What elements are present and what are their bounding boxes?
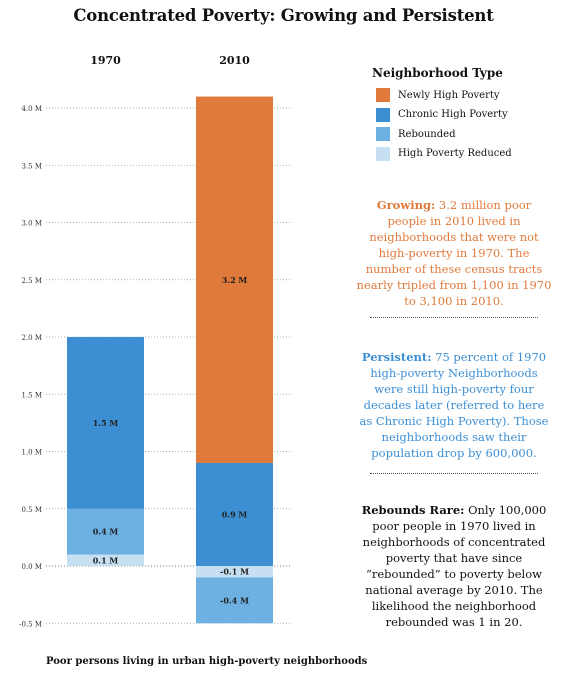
bar-segment: [67, 508, 144, 555]
bar-segment: [196, 96, 273, 463]
legend-item: Newly High Poverty: [376, 87, 500, 103]
y-tick-label: 1.5 M: [21, 391, 42, 399]
legend-label: Rebounded: [398, 128, 456, 140]
bar-segment: [196, 577, 273, 624]
category-label: 2010: [219, 54, 250, 67]
note-rare-body: Only 100,000 poor people in 1970 lived i…: [362, 503, 547, 629]
bar-value-label: 3.2 M: [222, 275, 248, 285]
category-label: 1970: [90, 54, 121, 67]
y-tick-label: 3.0 M: [21, 220, 42, 228]
note-rare-heading: Rebounds Rare:: [361, 503, 465, 517]
bar-segment: [67, 554, 144, 566]
y-tick-label: 1.0 M: [21, 449, 42, 457]
chart-title: Concentrated Poverty: Growing and Persis…: [73, 6, 494, 25]
bar-value-labels: 0.1 M 0.4 M 1.5 M -0.1 M -0.4 M 0.9 M 3.2 M: [93, 275, 249, 606]
bar-value-label: 0.1 M: [93, 555, 119, 565]
y-tick-label: 4.0 M: [21, 105, 42, 113]
y-tick-labels: -0.5 M 0.0 M 0.5 M 1.0 M 1.5 M 2.0 M 2.5 M 3.0 …: [19, 105, 42, 628]
bar-value-label: 0.4 M: [93, 527, 119, 537]
legend-swatch: [376, 88, 390, 102]
x-axis-label: Poor persons living in urban high-povert…: [46, 656, 368, 667]
legend-item: High Poverty Reduced: [376, 146, 512, 162]
separator: [370, 473, 538, 474]
legend-item: Chronic High Poverty: [376, 107, 508, 123]
legend-item: Rebounded: [376, 126, 455, 142]
legend-label: Newly High Poverty: [398, 89, 500, 101]
bar-segment: [67, 337, 144, 509]
bars: [67, 96, 273, 624]
note-persistent-heading: Persistent:: [361, 350, 432, 364]
category-labels: 1970 2010: [90, 54, 250, 67]
legend-label: High Poverty Reduced: [398, 148, 512, 159]
bar-value-label: 0.9 M: [222, 509, 248, 519]
bar-value-label: -0.4 M: [220, 595, 249, 605]
legend-swatch: [376, 127, 390, 141]
note-persistent-body: 75 percent of 1970 high-poverty Neighbor…: [359, 350, 549, 460]
y-tick-label: 2.5 M: [21, 277, 42, 285]
legend-title: Neighborhood Type: [372, 66, 503, 80]
legend-swatch: [376, 107, 390, 122]
note-growing: Growing: 3.2 million poor people in 2010…: [356, 197, 552, 309]
note-growing-heading: Growing:: [376, 198, 436, 212]
note-rebounds-rare: Rebounds Rare: Only 100,000 poor people …: [356, 502, 552, 630]
separator: [370, 317, 538, 318]
legend-swatch: [376, 146, 390, 161]
y-tick-label: 0.5 M: [21, 506, 42, 514]
y-tick-label: 3.5 M: [21, 162, 42, 170]
bar-value-label: 1.5 M: [93, 418, 119, 428]
note-persistent: Persistent: 75 percent of 1970 high-pove…: [356, 349, 552, 461]
y-tick-label: 2.0 M: [21, 334, 42, 342]
bar-segment: [196, 462, 273, 566]
bar-segment: [196, 566, 273, 578]
y-tick-label: -0.5 M: [19, 620, 42, 628]
y-tick-label: 0.0 M: [21, 563, 42, 571]
legend-label: Chronic High Poverty: [398, 109, 508, 120]
bar-value-label: -0.1 M: [220, 567, 249, 577]
note-growing-body: 3.2 million poor people in 2010 lived in…: [356, 198, 552, 308]
